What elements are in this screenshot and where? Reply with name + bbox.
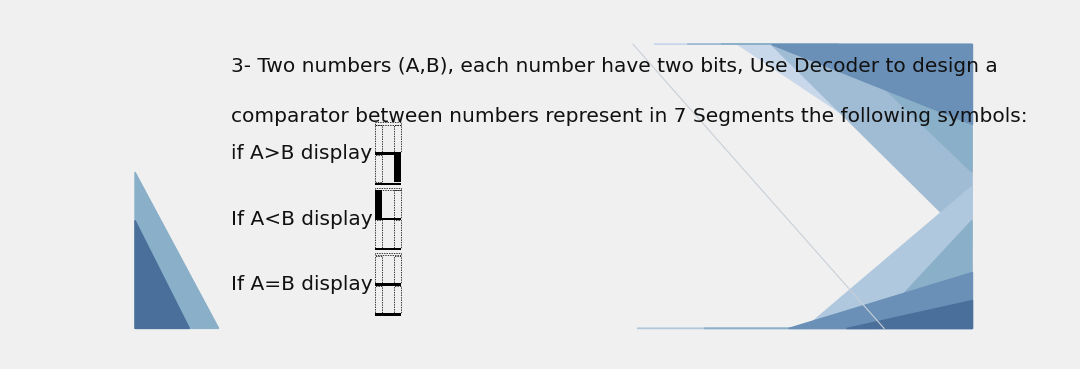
Bar <box>375 125 381 152</box>
Bar <box>375 283 401 286</box>
Bar <box>394 221 401 248</box>
Bar <box>375 248 401 250</box>
Bar <box>375 123 401 125</box>
Text: If A=B display: If A=B display <box>231 275 373 294</box>
Polygon shape <box>653 44 972 200</box>
Bar <box>375 221 381 248</box>
Text: comparator between numbers represent in 7 Segments the following symbols:: comparator between numbers represent in … <box>231 107 1028 126</box>
Polygon shape <box>135 220 189 328</box>
Bar <box>394 125 401 152</box>
Bar <box>375 286 381 313</box>
Text: If A<B display: If A<B display <box>231 210 373 228</box>
Polygon shape <box>788 272 972 328</box>
Polygon shape <box>721 44 972 172</box>
Bar <box>375 183 401 185</box>
Bar <box>375 155 381 182</box>
Bar <box>375 188 401 190</box>
Text: 3- Two numbers (A,B), each number have two bits, Use Decoder to design a: 3- Two numbers (A,B), each number have t… <box>231 57 998 76</box>
Polygon shape <box>847 300 972 328</box>
Bar <box>375 152 401 155</box>
Polygon shape <box>637 186 972 328</box>
Bar <box>375 253 401 255</box>
Bar <box>375 190 381 218</box>
Polygon shape <box>704 220 972 328</box>
Polygon shape <box>771 44 972 124</box>
Bar <box>375 313 401 315</box>
Bar <box>394 286 401 313</box>
Bar <box>375 218 401 220</box>
Bar <box>394 256 401 283</box>
Bar <box>375 256 381 283</box>
Polygon shape <box>688 44 972 243</box>
Polygon shape <box>135 172 218 328</box>
Bar <box>394 190 401 218</box>
Text: if A>B display: if A>B display <box>231 144 373 163</box>
Bar <box>394 155 401 182</box>
